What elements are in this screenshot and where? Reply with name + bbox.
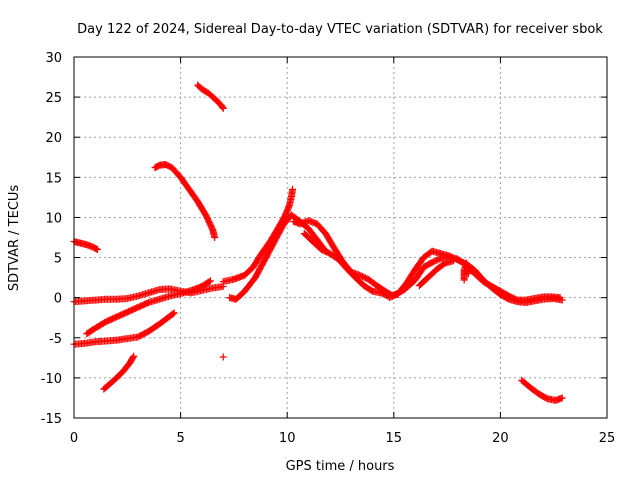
- x-tick-label: 5: [176, 431, 184, 446]
- y-tick-label: -15: [41, 412, 62, 427]
- x-axis-label: GPS time / hours: [286, 459, 395, 474]
- x-tick-label: 25: [599, 431, 616, 446]
- data-point: [219, 104, 227, 112]
- series-arc-16-to-7: [151, 160, 219, 241]
- data-point: [93, 246, 101, 254]
- data-point: [464, 270, 472, 278]
- data-point: [558, 394, 566, 402]
- y-tick-label: 0: [54, 292, 62, 307]
- data-point: [92, 245, 100, 253]
- series-midday-peak-a: [219, 185, 297, 286]
- series-rising-arc: [83, 277, 214, 338]
- data-point: [556, 294, 564, 302]
- series-second-hump-b: [390, 253, 564, 304]
- chart-title: Day 122 of 2024, Sidereal Day-to-day VTE…: [77, 22, 603, 37]
- data-point: [219, 103, 227, 111]
- data-point: [130, 352, 138, 360]
- series-short-lower-arc: [100, 352, 138, 393]
- series-end-arc: [518, 376, 566, 404]
- x-tick-label: 20: [492, 431, 509, 446]
- series-lower-arc: [70, 309, 178, 348]
- series-baseline-0: [70, 282, 227, 306]
- x-tick-label: 0: [70, 431, 78, 446]
- grid: [74, 57, 607, 418]
- data-point: [219, 353, 227, 361]
- series-second-hump-c: [415, 257, 457, 290]
- series-late-arc: [460, 259, 472, 284]
- y-tick-label: 15: [45, 171, 62, 186]
- series-arc-upper-short: [194, 81, 227, 112]
- x-tick-label: 10: [279, 431, 296, 446]
- series-outlier: [219, 353, 227, 361]
- plot-frame: [73, 56, 608, 419]
- y-axis-label: SDTVAR / TECUs: [7, 185, 22, 292]
- series-afternoon-decline-b: [300, 229, 394, 301]
- data-point: [129, 353, 137, 361]
- data-point: [206, 277, 214, 285]
- data-point: [205, 278, 213, 286]
- x-tick-label: 15: [386, 431, 403, 446]
- y-tick-label: 25: [45, 91, 62, 106]
- y-tick-label: 5: [54, 252, 62, 267]
- data-point: [211, 234, 219, 241]
- y-tick-label: 20: [45, 131, 62, 146]
- data-point: [170, 309, 178, 317]
- data-point: [289, 185, 297, 193]
- data-marks: [70, 81, 566, 404]
- data-point: [169, 310, 177, 318]
- series-arc-start-7: [70, 238, 101, 254]
- y-tick-label: 10: [45, 211, 62, 226]
- y-tick-label: -5: [49, 332, 62, 347]
- y-tick-label: 30: [45, 51, 62, 66]
- y-tick-label: -10: [41, 372, 62, 387]
- data-point: [449, 257, 457, 265]
- axis-ticks: 0 5 10 15 20 25 -15 -10 -5 0 5 10 15 20 25 30: [41, 51, 616, 446]
